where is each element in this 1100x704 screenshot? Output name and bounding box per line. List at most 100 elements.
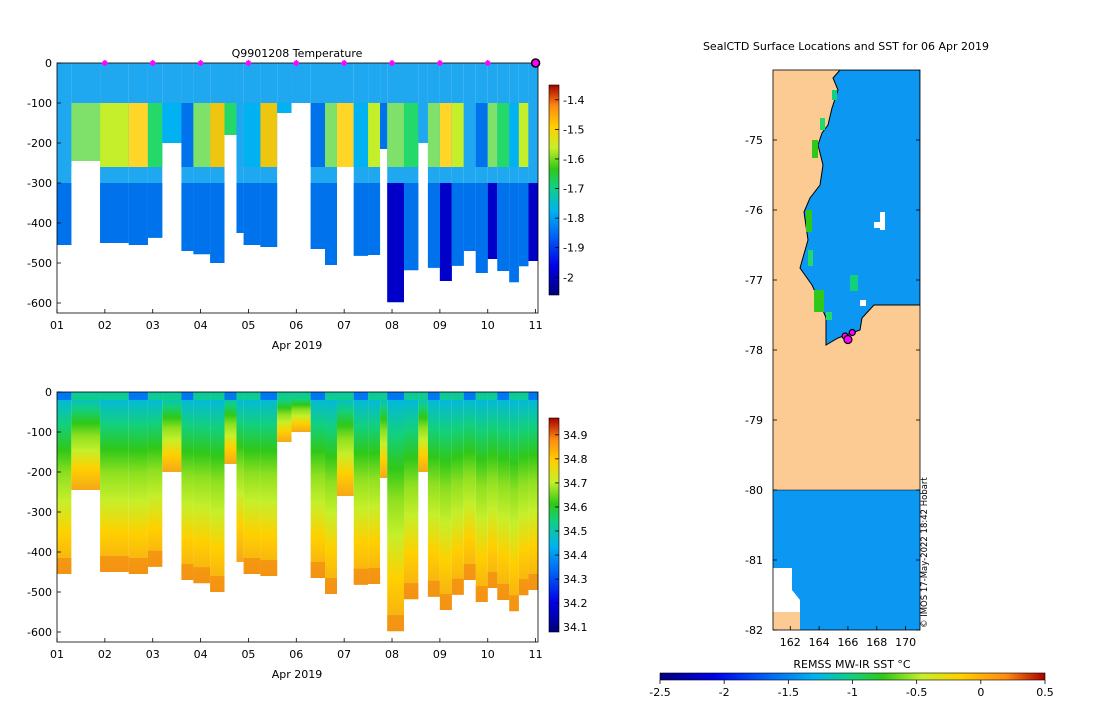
- salinity-surface-band: [387, 392, 404, 400]
- salinity-surface-band: [147, 392, 163, 400]
- salinity-colorbar: [548, 417, 560, 633]
- temperature-deep-band: [243, 183, 261, 245]
- salinity-surface-band: [310, 392, 326, 400]
- temperature-deep-band: [147, 183, 163, 238]
- y-tick-label: -500: [27, 257, 52, 270]
- salinity-xlabel: Apr 2019: [272, 668, 323, 681]
- temperature-mid-band: [353, 103, 369, 167]
- temperature-mid-band: [260, 103, 278, 167]
- salinity-profile-column: [277, 392, 292, 442]
- y-tick-label: -100: [27, 97, 52, 110]
- ice-shelf-white-patch: [773, 568, 800, 612]
- map-area: [773, 70, 920, 630]
- profile-surface-marker: [101, 60, 108, 66]
- salinity-profile-column: [463, 392, 476, 580]
- temperature-profile-column: [291, 63, 311, 103]
- map-title: SealCTD Surface Locations and SST for 06…: [703, 40, 989, 53]
- y-tick-label: -100: [27, 426, 52, 439]
- temperature-mid-band: [427, 103, 440, 167]
- x-tick-label: 01: [50, 319, 64, 332]
- map-x-tick-label: 168: [866, 636, 887, 649]
- salinity-profile-column: [487, 392, 498, 588]
- profile-surface-marker: [197, 60, 204, 66]
- colorbar-tick-label: -1.8: [563, 212, 584, 225]
- credit-label: © IMOS 17-May-2022 18:42 Hobart: [920, 477, 930, 628]
- y-tick-label: -300: [27, 177, 52, 190]
- temperature-deep-band: [487, 183, 498, 259]
- salinity-profile-column: [243, 392, 261, 574]
- map-y-tick-label: -75: [745, 134, 763, 147]
- salinity-surface-band: [291, 392, 311, 400]
- temperature-mid-band: [403, 103, 419, 167]
- salinity-surface-band: [418, 392, 428, 400]
- temperature-profile-column: [475, 63, 488, 273]
- salinity-heatmap: [57, 392, 538, 632]
- sst-colorbar-tick-label: -1: [847, 686, 858, 699]
- x-tick-label: 03: [146, 319, 160, 332]
- salinity-deep-band: [518, 579, 529, 596]
- x-tick-label: 02: [98, 319, 112, 332]
- temperature-mid-band: [528, 103, 538, 167]
- salinity-surface-band: [243, 392, 261, 400]
- x-tick-label: 07: [337, 648, 351, 661]
- temperature-title: Q9901208 Temperature: [232, 47, 363, 60]
- salinity-surface-band: [193, 392, 211, 400]
- salinity-deep-band: [387, 615, 404, 632]
- temperature-deep-band: [353, 183, 369, 256]
- salinity-surface-band: [71, 392, 101, 400]
- salinity-deep-band: [325, 578, 337, 594]
- temperature-deep-band: [528, 183, 538, 261]
- salinity-profile-column: [310, 392, 326, 578]
- salinity-profile-column: [291, 392, 311, 432]
- temperature-mid-band: [418, 103, 428, 143]
- x-tick-label: 02: [98, 648, 112, 661]
- temperature-deep-band: [236, 183, 244, 233]
- colorbar-tick-label: 34.5: [563, 525, 588, 538]
- salinity-surface-band: [181, 392, 194, 400]
- salinity-deep-band: [451, 578, 464, 595]
- salinity-surface-band: [380, 392, 388, 400]
- temperature-deep-band: [518, 183, 529, 267]
- temperature-mid-band: [336, 103, 354, 167]
- salinity-surface-band: [528, 392, 538, 400]
- salinity-axes: 01 02 03 04 05 06 07 08 09 10 11 0 -100 -200 -300 -400 -…: [27, 386, 543, 661]
- temperature-deep-band: [451, 183, 464, 266]
- salinity-profile-column: [100, 392, 129, 572]
- salinity-surface-band: [353, 392, 369, 400]
- map-y-tick-label: -79: [745, 414, 763, 427]
- salinity-surface-band: [336, 392, 354, 400]
- temperature-deep-band: [368, 183, 381, 255]
- x-tick-label: 03: [146, 648, 160, 661]
- colorbar-tick-label: 34.6: [563, 501, 588, 514]
- salinity-deep-band: [310, 562, 326, 578]
- salinity-profile-column: [71, 392, 101, 490]
- sst-colorbar-tick-label: 0.5: [1036, 686, 1054, 699]
- salinity-profile-column: [418, 392, 428, 472]
- colorbar-tick-label: 34.7: [563, 477, 588, 490]
- salinity-surface-band: [509, 392, 519, 400]
- map-panel: SealCTD Surface Locations and SST for 06…: [649, 40, 1053, 699]
- salinity-profile-column: [162, 392, 182, 472]
- y-tick-label: -400: [27, 546, 52, 559]
- temperature-deep-band: [193, 183, 211, 255]
- salinity-deep-band: [487, 572, 498, 588]
- map-y-tick-label: -81: [745, 554, 763, 567]
- salinity-profile-column: [509, 392, 519, 612]
- temperature-axes: 01 02 03 04 05 06 07 08 09 10 11 0 -100 -200 -300 -400 -…: [27, 57, 543, 332]
- salinity-surface-band: [451, 392, 464, 400]
- temperature-panel: Q9901208 Temperature 01 02 03 04 05 06 07 08 09 1…: [27, 47, 584, 352]
- temperature-heatmap: [57, 63, 538, 303]
- salinity-deep-band: [57, 558, 72, 574]
- temperature-profile-column: [224, 63, 237, 135]
- colorbar-tick-label: 34.8: [563, 453, 588, 466]
- salinity-deep-band: [403, 583, 419, 600]
- temperature-mid-band: [325, 103, 337, 167]
- x-tick-label: 05: [241, 648, 255, 661]
- profile-surface-marker: [389, 60, 396, 66]
- colorbar-tick-label: -1.5: [563, 123, 584, 136]
- salinity-deep-band: [128, 558, 148, 574]
- x-tick-label: 06: [289, 648, 303, 661]
- salinity-surface-band: [368, 392, 381, 400]
- salinity-surface-band: [497, 392, 510, 400]
